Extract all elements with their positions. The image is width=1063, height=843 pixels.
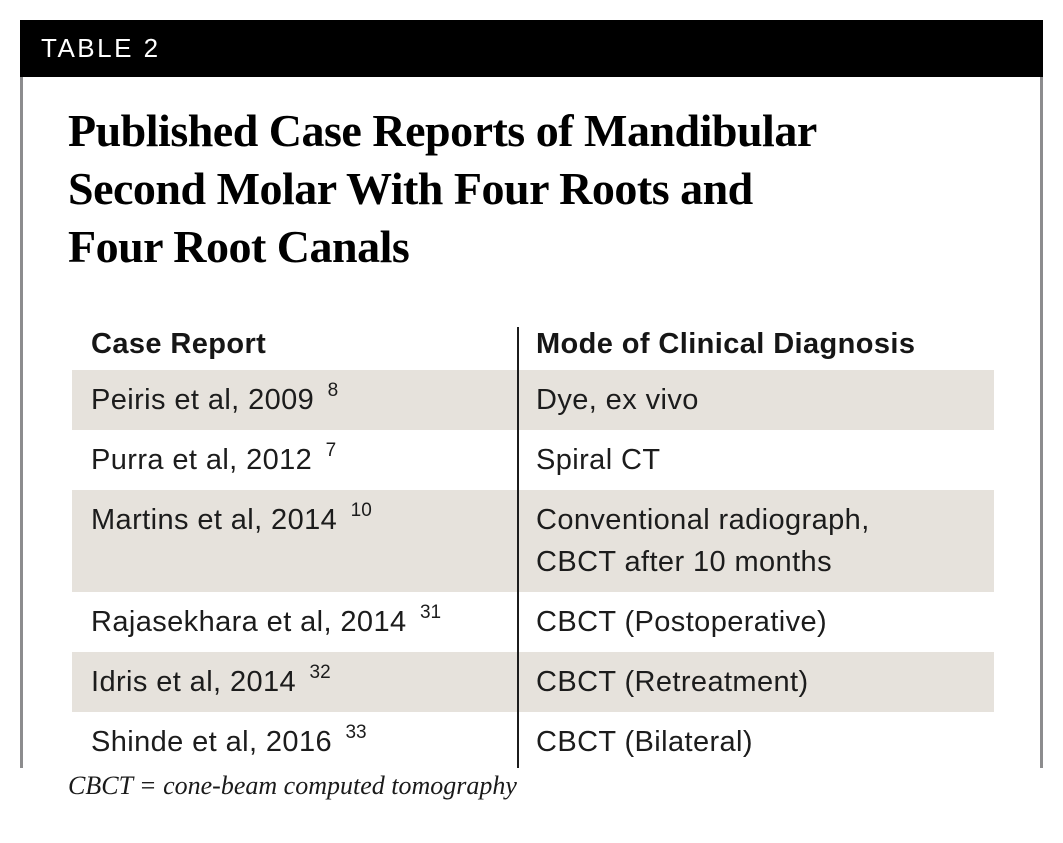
table-body: Peiris et al, 2009 8 Dye, ex vivo Purra et…	[72, 370, 994, 772]
case-report-cell: Martins et al, 2014 10	[91, 500, 372, 536]
reference-superscript: 8	[327, 380, 339, 402]
table-row: Purra et al, 2012 7 Spiral CT	[72, 430, 994, 490]
table-row: Martins et al, 2014 10 Conventional radio…	[72, 490, 994, 592]
column-divider	[517, 327, 519, 768]
table-row: Idris et al, 2014 32 CBCT (Retreatment)	[72, 652, 994, 712]
reference-superscript: 33	[345, 722, 367, 744]
column-header-mode-of-diagnosis: Mode of Clinical Diagnosis	[536, 327, 916, 360]
footnote: CBCT = cone-beam computed tomography	[68, 771, 517, 800]
reference-superscript: 31	[419, 602, 442, 624]
case-report-table: Case Report Mode of Clinical Diagnosis P…	[72, 318, 994, 772]
table-number-bar: TABLE 2	[20, 20, 1043, 77]
table-title-line-2: Second Molar With Four Roots and	[68, 163, 753, 214]
diagnosis-cell: Spiral CT	[536, 444, 661, 476]
table-row: Shinde et al, 2016 33 CBCT (Bilateral)	[72, 712, 994, 772]
reference-superscript: 7	[325, 440, 337, 462]
reference-superscript: 10	[350, 500, 372, 522]
table-row: Rajasekhara et al, 2014 31 CBCT (Postoper…	[72, 592, 994, 652]
case-report-cell: Peiris et al, 2009 8	[91, 380, 339, 416]
reference-superscript: 32	[309, 662, 331, 684]
diagnosis-cell: CBCT (Postoperative)	[536, 606, 828, 638]
column-header-case-report: Case Report	[91, 327, 267, 360]
diagnosis-cell: Dye, ex vivo	[536, 384, 699, 416]
diagnosis-cell: Conventional radiograph, CBCT after 10 mo…	[536, 504, 870, 578]
case-report-cell: Idris et al, 2014 32	[91, 662, 331, 698]
table-number-label: TABLE 2	[41, 33, 161, 63]
case-report-cell: Shinde et al, 2016 33	[91, 722, 367, 758]
table-title: Published Case Reports of Mandibular Seco…	[68, 102, 928, 276]
table-title-line-1: Published Case Reports of Mandibular	[68, 105, 817, 156]
table-row: Peiris et al, 2009 8 Dye, ex vivo	[72, 370, 994, 430]
case-report-cell: Purra et al, 2012 7	[91, 440, 337, 476]
case-report-cell: Rajasekhara et al, 2014 31	[91, 602, 442, 638]
diagnosis-cell: CBCT (Bilateral)	[536, 726, 753, 758]
table-title-line-3: Four Root Canals	[68, 221, 410, 272]
table-header-row: Case Report Mode of Clinical Diagnosis	[72, 318, 994, 370]
diagnosis-cell: CBCT (Retreatment)	[536, 666, 809, 698]
